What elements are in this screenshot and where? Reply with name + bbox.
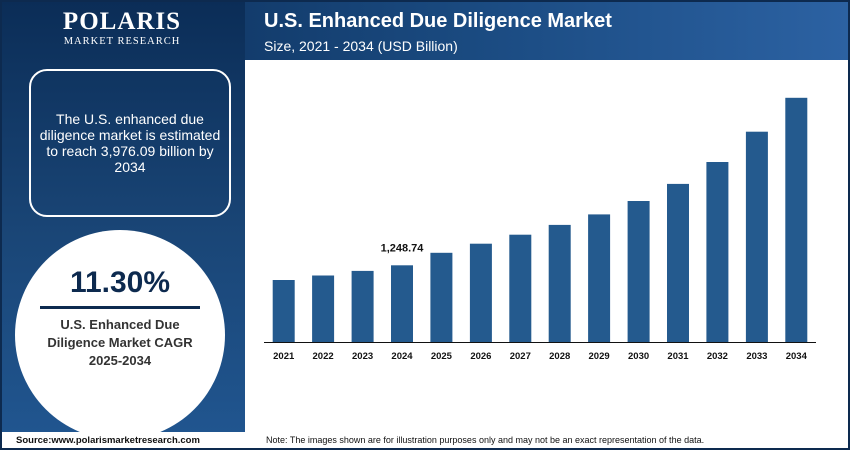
footer: Source:www.polarismarketresearch.com Not… bbox=[2, 432, 848, 448]
x-tick-label: 2026 bbox=[470, 351, 491, 362]
bar-2029 bbox=[588, 214, 611, 342]
cagr-divider bbox=[40, 306, 200, 309]
disclaimer-note: Note: The images shown are for illustrat… bbox=[266, 435, 705, 445]
x-tick-label: 2029 bbox=[589, 351, 610, 362]
bar-2034 bbox=[785, 97, 808, 342]
bar-2027 bbox=[509, 234, 532, 342]
x-tick-label: 2027 bbox=[510, 351, 531, 362]
bar-2032 bbox=[706, 162, 729, 342]
source-text: Source:www.polarismarketresearch.com bbox=[16, 435, 200, 446]
info-text: The U.S. enhanced due diligence market i… bbox=[39, 111, 221, 175]
bar-2031 bbox=[667, 183, 689, 342]
x-tick-label: 2034 bbox=[786, 351, 808, 362]
bar-2028 bbox=[548, 224, 571, 342]
logo-sub-text: MARKET RESEARCH bbox=[63, 36, 181, 47]
info-box: The U.S. enhanced due diligence market i… bbox=[29, 69, 231, 217]
cagr-circle: 11.30% U.S. Enhanced Due Diligence Marke… bbox=[15, 230, 225, 440]
chart-subtitle: Size, 2021 - 2034 (USD Billion) bbox=[264, 38, 458, 54]
x-tick-label: 2025 bbox=[431, 351, 453, 362]
bar-2024 bbox=[391, 265, 413, 342]
x-tick-label: 2023 bbox=[352, 351, 373, 362]
logo-main-text: POLARIS bbox=[62, 8, 182, 35]
chart-title: U.S. Enhanced Due Diligence Market bbox=[264, 10, 612, 32]
x-tick-label: 2032 bbox=[707, 351, 728, 362]
bar-2022 bbox=[312, 275, 335, 342]
bar-chart: 2021 2022 2023 2024 2025 2026 2027 2028 2029 2030… bbox=[264, 97, 816, 362]
x-tick-label: 2031 bbox=[667, 351, 689, 362]
bar-2021 bbox=[272, 280, 295, 342]
x-tick-label: 2033 bbox=[746, 351, 767, 362]
cagr-value: 11.30% bbox=[69, 266, 171, 299]
x-tick-label: 2028 bbox=[549, 351, 570, 362]
brand-logo: POLARIS MARKET RESEARCH bbox=[22, 8, 222, 48]
bar-2026 bbox=[469, 243, 492, 342]
bar-2025 bbox=[430, 252, 453, 342]
x-tick-label: 2024 bbox=[391, 351, 413, 362]
x-tick-label: 2022 bbox=[313, 351, 334, 362]
bar-2023 bbox=[351, 270, 374, 342]
x-tick-label: 2021 bbox=[273, 351, 295, 362]
x-tick-label: 2030 bbox=[628, 351, 649, 362]
bar-2030 bbox=[627, 201, 650, 342]
data-label: 1,248.74 bbox=[381, 242, 425, 254]
cagr-label: U.S. Enhanced Due Diligence Market CAGR … bbox=[47, 317, 193, 368]
bar-2033 bbox=[745, 131, 768, 342]
